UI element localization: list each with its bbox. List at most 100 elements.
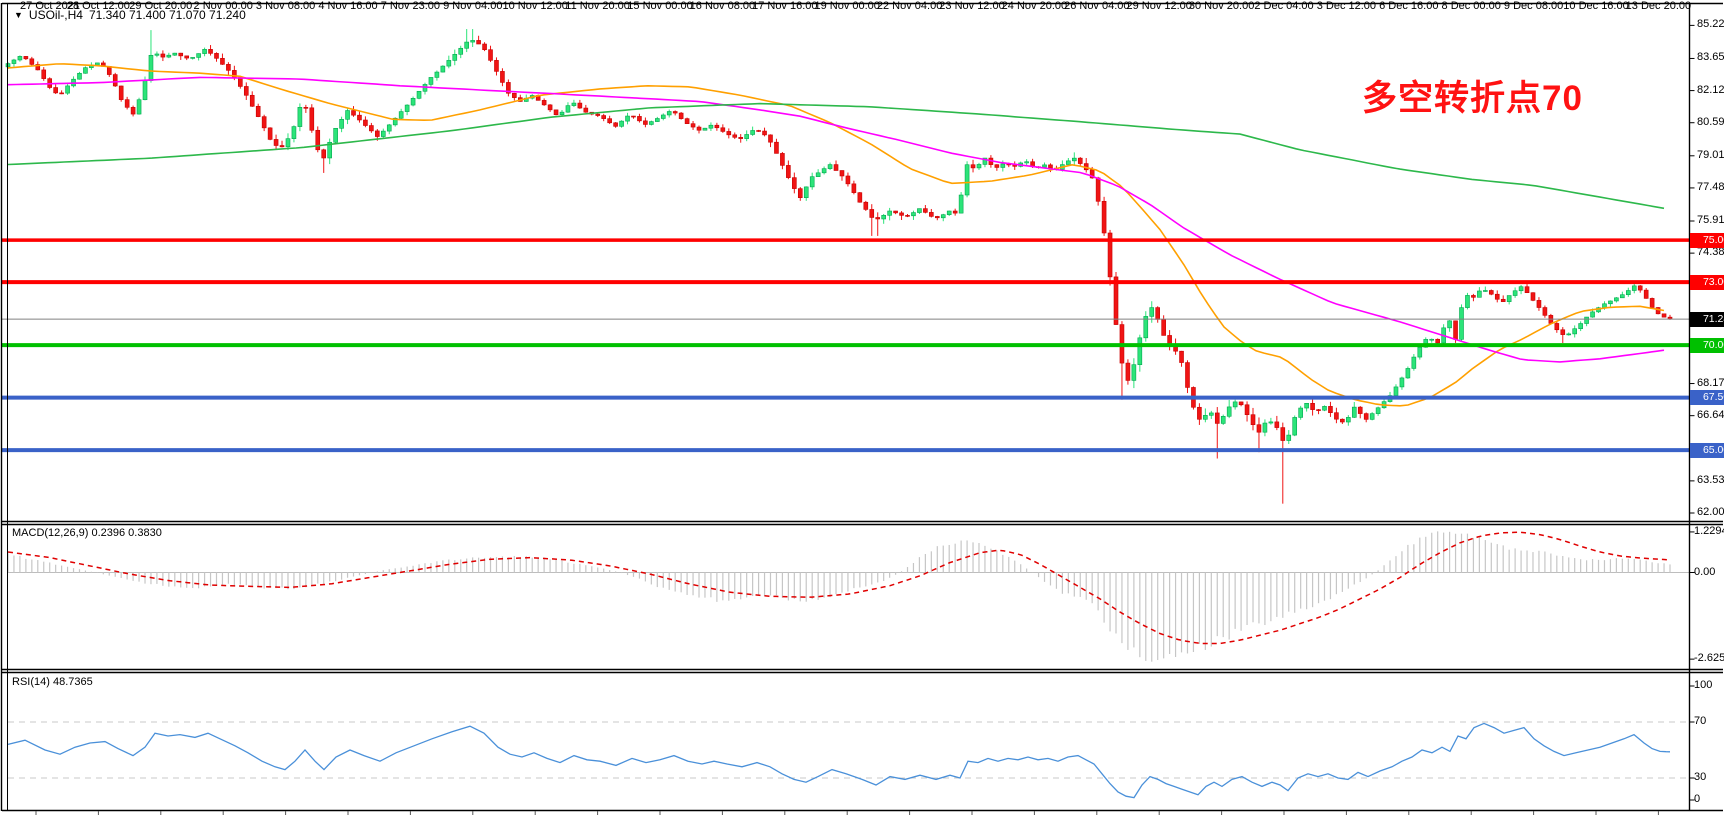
mid-ma-line [7,76,1665,363]
macd-scale-label: 0.00 [1694,565,1716,578]
candle-body [1572,328,1577,335]
candle-body [1411,356,1417,369]
candle-body [672,111,678,114]
price-badge-65.000: 65.000 [1690,442,1724,458]
rsi-panel-surface[interactable] [2,672,1690,810]
candle-body [476,40,481,45]
candle-body [1203,415,1208,420]
rsi-label: RSI(14) 48.7365 [12,676,93,688]
candle-body [547,104,553,111]
candle-body [1209,412,1214,416]
candle-body [1268,421,1274,424]
time-axis-label: 6 Dec 16:00 [1379,0,1439,12]
candle-body [1590,311,1595,318]
candle-body [946,210,952,215]
time-axis-label: 7 Nov 23:00 [380,0,441,12]
time-axis-label: 22 Nov 04:00 [876,0,943,12]
candle-body [1351,406,1357,418]
candle-body [732,134,738,138]
candle-body [11,59,17,64]
candle-body [220,58,225,65]
candle-body [696,126,702,131]
candle-body [541,100,547,106]
candle-body [1328,406,1333,413]
candle-body [911,212,916,217]
price-tick-label: 77.485 [1697,180,1724,193]
macd-panel-surface[interactable] [2,524,1690,670]
candle-body [726,131,732,136]
candle-body [1399,377,1405,388]
candle-body [1316,409,1321,411]
candle-body [1101,200,1107,234]
candle-body [369,125,374,132]
candle-body [196,53,201,58]
candle-body [637,116,642,122]
candle-body [1536,300,1542,308]
candle-body [839,170,845,177]
candle-body [333,127,338,143]
candle-body [1220,416,1226,424]
candle-body [512,92,517,98]
candle-body [1185,362,1190,388]
candle-body [136,99,142,115]
candle-body [1614,297,1619,302]
candle-body [1435,338,1440,344]
candle-body [1631,285,1637,291]
candle-body [1274,421,1280,428]
candle-body [684,118,690,124]
candle-body [482,43,487,50]
price-axis-surface[interactable] [1689,4,1724,810]
candle-body [77,72,82,80]
symbol-dropdown-icon[interactable]: ▼ [14,10,23,20]
candle-body [1530,292,1536,301]
price-badge-75.000: 75.000 [1690,232,1724,248]
candle-body [95,62,100,66]
candle-body [881,215,886,220]
rsi-scale-label: 100 [1694,679,1713,691]
candle-body [404,104,410,112]
candle-body [905,215,910,217]
candle-body [577,102,583,109]
time-axis-label: 24 Nov 20:00 [1001,0,1068,12]
candle-body [643,120,648,125]
candle-body [1488,290,1494,295]
candle-body [309,107,315,131]
candle-body [118,85,124,100]
candle-body [1250,414,1256,426]
candle-body [601,115,606,119]
candle-body [1304,403,1309,409]
candle-body [273,139,279,146]
candle-body [631,115,636,118]
candle-body [190,57,195,59]
candle-body [851,183,857,193]
candle-body [982,157,988,165]
candle-body [1334,412,1339,420]
annotation-text[interactable]: 多空转折点70 [1362,79,1583,118]
rsi-line [7,722,1671,799]
symbol-ohlc-label: ▼ USOil-,H4 71.340 71.400 71.070 71.240 [14,8,246,22]
candle-body [458,47,464,55]
time-axis-label: 2 Nov 00:00 [193,0,253,12]
time-axis-surface[interactable] [2,811,1724,839]
time-axis-label: 11 Nov 20:00 [565,0,630,12]
price-badge-71.240: 71.240 [1690,311,1724,327]
candle-body [1232,401,1238,408]
time-axis-label: 15 Nov 00:00 [627,0,693,12]
ohlc-values: 71.340 71.400 71.070 71.240 [88,8,246,22]
candle-body [428,77,434,85]
candle-body [148,54,154,81]
candle-body [1405,368,1411,379]
candle-body [1429,338,1435,341]
price-badge-67.500: 67.500 [1690,390,1724,406]
macd-signal-line [7,531,1671,645]
candle-body [398,111,404,119]
rsi-scale-label: 30 [1694,771,1707,783]
time-axis-label: 8 Dec 00:00 [1441,0,1501,12]
candle-body [875,217,881,220]
candle-body [1077,157,1083,164]
candle-body [1179,350,1184,363]
price-tick-label: 79.015 [1697,148,1724,161]
candle-body [744,134,749,139]
candle-body [1238,401,1244,406]
time-axis-label: 9 Dec 08:00 [1503,0,1564,12]
